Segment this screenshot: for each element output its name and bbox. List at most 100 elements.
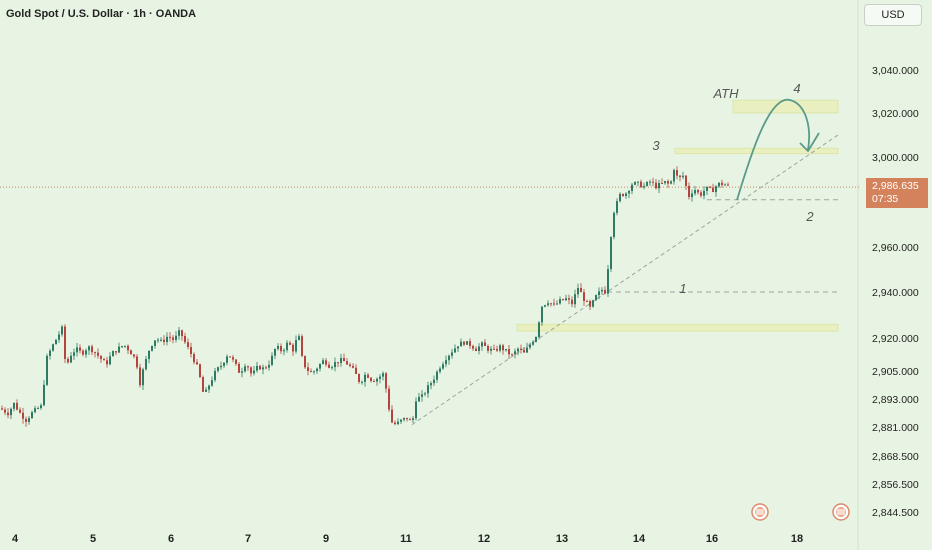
- candle-body: [121, 346, 123, 348]
- candle-body: [499, 345, 501, 351]
- candle-body: [481, 342, 483, 347]
- candle-body: [529, 344, 531, 348]
- candle-body: [37, 408, 39, 410]
- candle-body: [715, 186, 717, 193]
- candle-body: [1, 408, 3, 410]
- candle-body: [664, 181, 666, 184]
- candle-body: [100, 355, 102, 360]
- candle-body: [580, 288, 582, 293]
- candle-body: [487, 345, 489, 351]
- candle-body: [562, 299, 564, 301]
- y-tick-label: 2,868.500: [872, 451, 919, 463]
- candle-body: [610, 237, 612, 270]
- candle-body: [253, 370, 255, 374]
- candle-body: [280, 346, 282, 352]
- candle-body: [430, 383, 432, 386]
- candle-body: [16, 402, 18, 410]
- levels-layer: [0, 134, 860, 426]
- candle-body: [442, 364, 444, 369]
- candle-body: [517, 348, 519, 352]
- candle-body: [445, 360, 447, 365]
- candle-body: [76, 347, 78, 353]
- candle-body: [4, 409, 6, 413]
- x-tick-label: 11: [400, 533, 412, 545]
- annotation-label: 3: [652, 138, 660, 153]
- y-tick-label: 2,856.500: [872, 479, 919, 491]
- candle-body: [652, 181, 654, 183]
- candle-body: [574, 294, 576, 305]
- candle-body: [535, 337, 537, 342]
- candle-body: [439, 368, 441, 372]
- candle-body: [94, 352, 96, 354]
- candle-body: [223, 362, 225, 366]
- candle-body: [325, 360, 327, 365]
- y-axis[interactable]: 3,040.000 3,020.000 3,000.000 2,960.000 2,94…: [872, 65, 919, 519]
- candle-body: [136, 356, 138, 368]
- candle-body: [82, 350, 84, 355]
- candle-body: [25, 418, 27, 422]
- candle-body: [250, 367, 252, 374]
- candle-body: [556, 303, 558, 305]
- y-tick-label: 3,000.000: [872, 152, 919, 164]
- candle-body: [145, 358, 147, 370]
- candle-body: [103, 359, 105, 361]
- candle-body: [469, 341, 471, 346]
- candle-body: [403, 417, 405, 420]
- candle-body: [703, 190, 705, 196]
- candle-body: [538, 322, 540, 338]
- event-flag-icon[interactable]: [751, 503, 769, 521]
- candle-body: [157, 339, 159, 341]
- candle-body: [526, 347, 528, 353]
- candle-body: [568, 298, 570, 300]
- y-tick-label: 3,040.000: [872, 65, 919, 77]
- candle-body: [466, 341, 468, 345]
- candle-body: [256, 365, 258, 371]
- candle-body: [226, 356, 228, 363]
- candle-body: [577, 288, 579, 295]
- candle-body: [607, 269, 609, 294]
- candle-body: [406, 417, 408, 420]
- candle-body: [343, 357, 345, 362]
- arrow-head-icon: [799, 132, 820, 152]
- candle-body: [397, 421, 399, 425]
- x-tick-label: 4: [12, 533, 19, 545]
- currency-selector[interactable]: USD: [864, 4, 922, 26]
- candle-body: [550, 303, 552, 305]
- candle-body: [409, 419, 411, 421]
- y-tick-label: 2,881.000: [872, 422, 919, 434]
- candle-body: [682, 175, 684, 178]
- chart-title: Gold Spot / U.S. Dollar · 1h · OANDA: [6, 8, 197, 20]
- candle-body: [355, 367, 357, 374]
- candle-body: [217, 367, 219, 371]
- price-zone: [516, 323, 839, 332]
- y-tick-label: 2,920.000: [872, 333, 919, 345]
- candle-body: [637, 181, 639, 183]
- event-flag-icon[interactable]: [832, 503, 850, 521]
- candle-body: [412, 418, 414, 421]
- candle-body: [190, 347, 192, 355]
- candle-body: [364, 374, 366, 382]
- candle-body: [358, 373, 360, 383]
- candle-body: [289, 342, 291, 345]
- candle-body: [346, 361, 348, 365]
- candle-body: [727, 184, 729, 186]
- annotation-label: ATH: [712, 86, 739, 101]
- x-axis[interactable]: 4 5 6 7 9 11 12 13 14 16 18: [12, 533, 803, 545]
- candle-body: [262, 367, 264, 370]
- candle-body: [286, 342, 288, 351]
- candle-body: [598, 291, 600, 296]
- candle-body: [199, 364, 201, 378]
- candle-body: [691, 193, 693, 198]
- candle-body: [493, 348, 495, 350]
- candle-body: [52, 344, 54, 351]
- candle-body: [310, 371, 312, 373]
- candle-body: [265, 367, 267, 369]
- candle-body: [391, 409, 393, 423]
- y-tick-label: 2,940.000: [872, 287, 919, 299]
- candle-body: [187, 342, 189, 348]
- x-tick-label: 9: [323, 533, 329, 545]
- candle-body: [31, 412, 33, 419]
- bar-countdown: 07:35: [872, 193, 899, 205]
- candle-body: [97, 352, 99, 356]
